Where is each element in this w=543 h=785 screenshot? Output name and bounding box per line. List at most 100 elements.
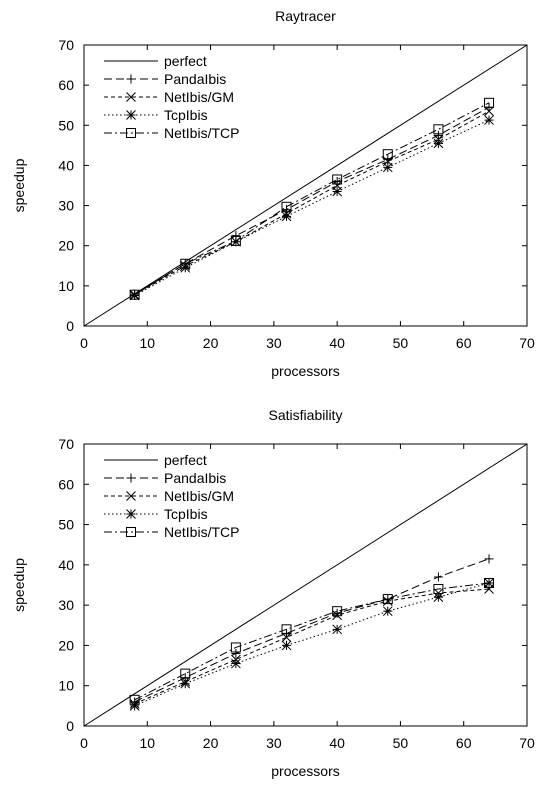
series-4	[129, 97, 495, 300]
data-point	[382, 606, 393, 617]
y-tick-label: 30	[58, 198, 74, 214]
legend-label: NetIbis/TCP	[164, 125, 239, 141]
data-point	[281, 211, 292, 222]
legend-label: perfect	[164, 452, 207, 468]
data-point	[433, 572, 443, 582]
data-point	[129, 694, 140, 705]
legend-label: perfect	[164, 53, 207, 69]
data-point	[332, 624, 342, 635]
series-line	[134, 588, 490, 705]
x-tick-label: 60	[456, 735, 472, 751]
chart-title: Raytracer	[275, 8, 336, 24]
data-point	[433, 592, 444, 602]
x-tick-label: 70	[519, 335, 535, 351]
data-point	[230, 642, 241, 653]
legend-marker	[126, 473, 136, 483]
y-tick-label: 40	[58, 557, 74, 573]
chart-1: Satisfiability 0 10 20 30 40 50 60 70 0 10 20 30 40 50…	[11, 407, 535, 779]
y-tick-label: 50	[58, 117, 74, 133]
y-tick-label: 0	[66, 718, 74, 734]
series-line	[134, 558, 490, 703]
y-tick-label: 60	[58, 476, 74, 492]
series-0	[83, 443, 528, 727]
series-4	[129, 577, 495, 705]
x-tick-label: 20	[203, 335, 219, 351]
y-axis-label: speedup	[11, 558, 27, 612]
data-point	[484, 578, 494, 588]
y-tick-label: 10	[58, 678, 74, 694]
legend: perfect PandaIbis NetIbis/GM TcpIbis NetIbis…	[104, 452, 239, 540]
series-line	[134, 110, 490, 296]
y-tick-label: 40	[58, 157, 74, 173]
data-point	[332, 174, 343, 185]
data-point	[180, 258, 191, 269]
data-point	[332, 606, 343, 617]
x-tick-label: 50	[393, 735, 409, 751]
data-point	[129, 701, 140, 711]
data-point	[382, 162, 393, 173]
data-point	[129, 290, 140, 301]
legend-marker	[126, 128, 136, 138]
chart-0: Raytracer 0 10 20 30 40 50 60 70 0 10 20 30 40 50 60 70 p…	[11, 8, 535, 379]
legend-label: TcpIbis	[164, 107, 208, 123]
data-point	[231, 658, 241, 669]
x-tick-label: 10	[139, 735, 155, 751]
chart-title: Satisfiability	[269, 407, 343, 423]
data-point	[281, 632, 292, 643]
legend-marker	[126, 509, 136, 519]
data-point	[484, 115, 494, 125]
legend: perfect PandaIbis NetIbis/GM TcpIbis NetIbis…	[104, 53, 239, 141]
legend-label: PandaIbis	[164, 71, 226, 87]
series-3	[129, 115, 494, 301]
data-point	[281, 624, 292, 635]
x-tick-label: 40	[329, 335, 345, 351]
x-tick-label: 50	[393, 335, 409, 351]
data-point	[231, 236, 241, 247]
y-tick-label: 70	[58, 37, 74, 53]
x-axis-label: processors	[271, 363, 339, 379]
data-point	[433, 584, 444, 595]
data-point	[484, 577, 495, 588]
plot-frame	[83, 443, 528, 727]
series-3	[129, 578, 494, 711]
data-point	[382, 594, 393, 605]
legend-label: NetIbis/GM	[164, 89, 234, 105]
x-tick-label: 10	[139, 335, 155, 351]
x-tick-label: 70	[519, 735, 535, 751]
data-point	[281, 640, 292, 651]
x-tick-label: 30	[266, 735, 282, 751]
legend-marker	[126, 110, 136, 120]
x-tick-label: 60	[456, 335, 472, 351]
series-line	[83, 443, 528, 727]
data-point	[383, 154, 393, 164]
plot-frame	[83, 44, 528, 327]
series-0	[83, 44, 528, 327]
y-tick-label: 20	[58, 637, 74, 653]
data-point	[332, 186, 342, 197]
data-point	[231, 648, 241, 658]
y-tick-label: 30	[58, 597, 74, 613]
x-tick-label: 30	[266, 335, 282, 351]
y-tick-label: 20	[58, 238, 74, 254]
legend-label: NetIbis/TCP	[164, 524, 239, 540]
data-point	[332, 608, 342, 618]
y-tick-label: 60	[58, 77, 74, 93]
data-point	[433, 130, 443, 140]
series-line	[83, 44, 528, 327]
series-line	[134, 582, 490, 701]
x-axis-label: processors	[271, 763, 339, 779]
series-2	[129, 584, 494, 709]
data-point	[484, 554, 494, 564]
x-tick-label: 20	[203, 735, 219, 751]
legend-marker	[126, 491, 136, 501]
data-point	[433, 138, 444, 149]
legend-marker	[126, 74, 136, 84]
data-point	[180, 678, 191, 689]
y-tick-label: 10	[58, 278, 74, 294]
legend-marker	[126, 92, 136, 102]
data-point	[433, 124, 444, 135]
legend-label: NetIbis/GM	[164, 488, 234, 504]
legend-label: PandaIbis	[164, 470, 226, 486]
y-axis-label: speedup	[11, 158, 27, 212]
